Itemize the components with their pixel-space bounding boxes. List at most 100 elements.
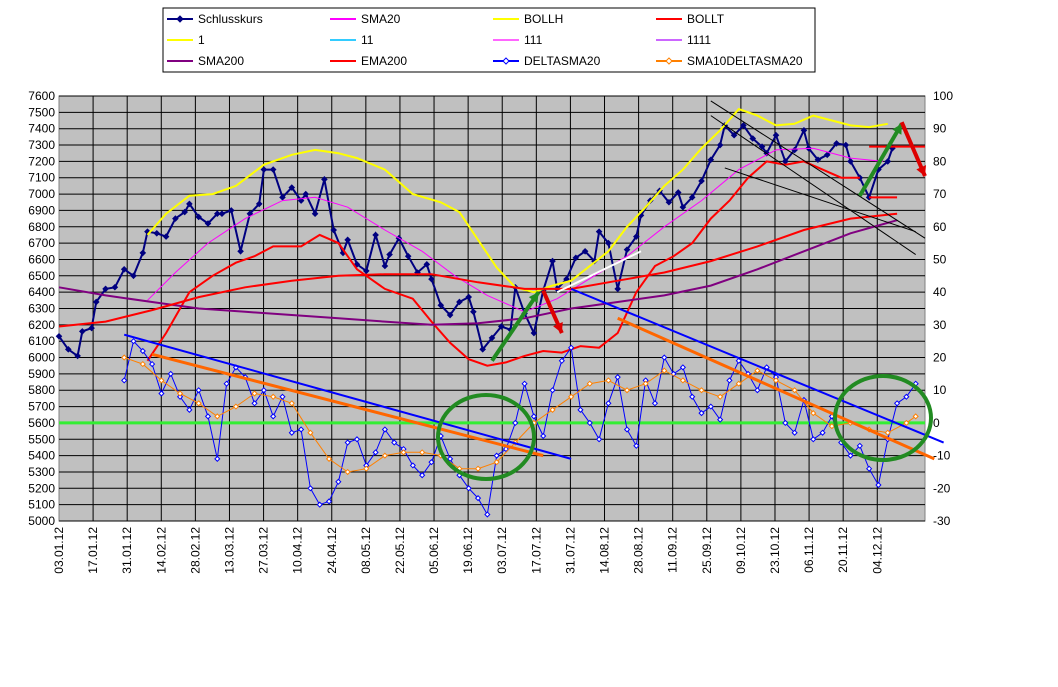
data-point-deltasma20 (633, 442, 640, 449)
legend-item: Schlusskurs (167, 12, 263, 26)
data-point-deltasma20 (288, 429, 295, 436)
y2-tick-label: 20 (933, 351, 947, 365)
data-point-sma10deltasma20 (121, 354, 128, 361)
data-point-deltasma20 (344, 439, 351, 446)
data-point-deltasma20 (307, 485, 314, 492)
arrow-green-1 (490, 291, 541, 362)
data-point-schlusskurs (55, 332, 63, 340)
data-point-sma10deltasma20 (493, 459, 500, 466)
data-point-sma10deltasma20 (363, 465, 370, 472)
data-point-deltasma20 (428, 459, 435, 466)
arrow-green-2-shaft (858, 122, 904, 197)
legend-item: BOLLT (656, 12, 725, 26)
data-point-sma10deltasma20 (251, 390, 258, 397)
y-tick-label: 6500 (28, 269, 55, 283)
data-point-deltasma20 (502, 445, 510, 453)
data-point-schlusskurs (279, 194, 286, 201)
data-point-schlusskurs (74, 352, 81, 360)
data-point-schlusskurs (255, 200, 263, 208)
data-point-schlusskurs (749, 135, 757, 142)
data-point-deltasma20 (595, 436, 603, 443)
series-group (55, 107, 919, 518)
y-tick-label: 6100 (28, 334, 55, 348)
data-point-schlusskurs (465, 293, 473, 301)
data-point-deltasma20 (726, 377, 733, 384)
y-tick-label: 7600 (28, 89, 55, 103)
x-tick-label: 05.06.12 (427, 527, 441, 574)
data-point-sma10deltasma20 (642, 380, 649, 387)
data-point-schlusskurs (195, 213, 202, 221)
data-point-schlusskurs (665, 198, 673, 206)
y-tick-label: 7100 (28, 171, 55, 185)
data-point-sma10deltasma20 (139, 360, 146, 368)
data-point-schlusskurs (353, 261, 361, 268)
data-point-deltasma20 (158, 390, 165, 397)
data-point-deltasma20 (623, 426, 631, 433)
data-point-schlusskurs (530, 329, 538, 337)
data-point-sma10deltasma20 (623, 387, 631, 394)
data-point-schlusskurs (288, 184, 296, 191)
data-point-deltasma20 (530, 413, 538, 420)
data-point-schlusskurs (428, 275, 435, 283)
circle-highlight-1 (436, 393, 536, 481)
legend-item: EMA200 (330, 54, 407, 68)
data-point-deltasma20 (893, 400, 901, 407)
data-point-sma10deltasma20 (325, 455, 333, 462)
data-point-schlusskurs (423, 261, 431, 268)
data-point-sma10deltasma20 (912, 413, 919, 420)
data-point-deltasma20 (204, 413, 212, 420)
y-tick-label: 5500 (28, 432, 55, 446)
data-point-sma10deltasma20 (903, 419, 910, 427)
data-point-schlusskurs (488, 334, 496, 342)
data-point-schlusskurs (92, 298, 100, 306)
data-point-schlusskurs (120, 265, 128, 273)
series-line-deltasma20 (123, 340, 917, 516)
series-line-sma20 (147, 147, 884, 313)
legend-label: SMA200 (198, 54, 244, 68)
y2-tick-label: 10 (933, 383, 947, 397)
data-point-schlusskurs (581, 247, 589, 255)
y-tick-label: 7000 (28, 187, 55, 201)
x-tick-label: 06.11.12 (802, 527, 816, 573)
y2-tick-label: 0 (933, 416, 940, 430)
legend-item: 11 (330, 33, 374, 47)
y-tick-label: 7500 (28, 105, 55, 119)
data-point-schlusskurs (172, 215, 179, 222)
data-point-deltasma20 (679, 364, 686, 371)
data-point-sma10deltasma20 (828, 423, 835, 430)
legend-item: DELTASMA20 (493, 54, 601, 68)
legend-item: SMA10DELTASMA20 (656, 54, 803, 68)
x-tick-label: 03.01.12 (52, 527, 66, 574)
x-tick-label: 27.03.12 (257, 527, 271, 574)
data-point-schlusskurs (111, 283, 119, 291)
data-point-deltasma20 (446, 455, 454, 462)
arrow-green-1-shaft (490, 291, 541, 362)
trend-line-orange-1 (151, 352, 544, 458)
data-point-schlusskurs (823, 151, 831, 159)
data-point-deltasma20 (149, 360, 156, 368)
data-point-schlusskurs (674, 189, 682, 196)
data-point-schlusskurs (623, 246, 631, 253)
y-tick-label: 5600 (28, 416, 55, 430)
y2-tick-label: -20 (933, 481, 951, 495)
legend-label: Schlusskurs (198, 12, 263, 26)
data-point-schlusskurs (730, 131, 738, 139)
x-axis: 03.01.12 17.01.12 31.01.12 14.02.12 28.02.12… (52, 527, 884, 574)
data-point-deltasma20 (223, 380, 230, 387)
data-point-sma10deltasma20 (568, 393, 575, 400)
trend-line-blue-2 (570, 287, 945, 444)
y-tick-label: 5300 (28, 465, 55, 479)
data-point-deltasma20 (847, 452, 854, 459)
y-tick-label: 6300 (28, 302, 55, 316)
data-point-deltasma20 (558, 357, 565, 364)
x-tick-label: 22.05.12 (393, 527, 407, 574)
data-point-schlusskurs (302, 190, 310, 198)
annotations (123, 100, 945, 481)
series-line-bollh (146, 107, 888, 294)
y-tick-label: 6600 (28, 252, 55, 266)
data-point-deltasma20 (484, 511, 491, 518)
data-point-deltasma20 (353, 436, 361, 443)
channel-line-3 (710, 100, 926, 239)
data-point-sma10deltasma20 (195, 400, 202, 407)
data-point-schlusskurs (884, 158, 892, 165)
